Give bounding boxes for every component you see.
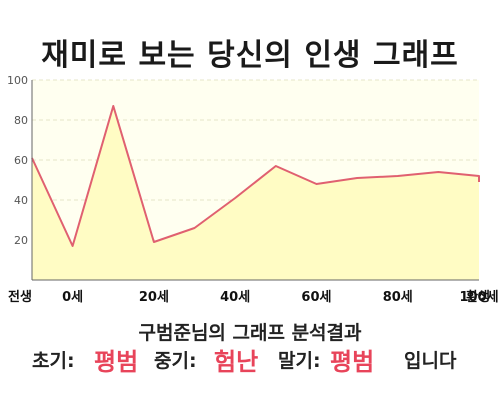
y-tick-label: 20 [14,234,28,247]
y-tick-label: 80 [14,114,28,127]
life-line [31,105,480,247]
middle-value: 험난 [214,348,259,376]
x-tick-label: 100세 [459,290,498,305]
late-label: 말기: [278,350,321,372]
result-suffix: 입니다 [404,350,457,372]
x-tick-label: 80세 [383,290,413,305]
life-area-fill [32,106,479,280]
x-tick-label: 60세 [301,290,331,305]
x-tick-label: 0세 [62,290,83,305]
page-title: 재미로 보는 당신의 인생 그래프 [41,38,459,73]
x-tick-label: 20세 [139,290,169,305]
y-tick-label: 100 [7,74,28,87]
y-axis-ticks: 20 40 60 80 100 [7,74,28,247]
x-tick-label: 전생 [8,289,32,305]
early-label: 초기: [32,350,75,372]
y-tick-label: 60 [14,154,28,167]
late-value: 평범 [330,348,375,376]
analysis-subtitle: 구범준님의 그래프 분석결과 [138,322,362,344]
y-tick-label: 40 [14,194,28,207]
x-tick-label: 40세 [220,290,250,305]
middle-label: 중기: [154,350,197,372]
x-tick-label: 환생 [466,289,490,305]
early-value: 평범 [94,348,139,376]
